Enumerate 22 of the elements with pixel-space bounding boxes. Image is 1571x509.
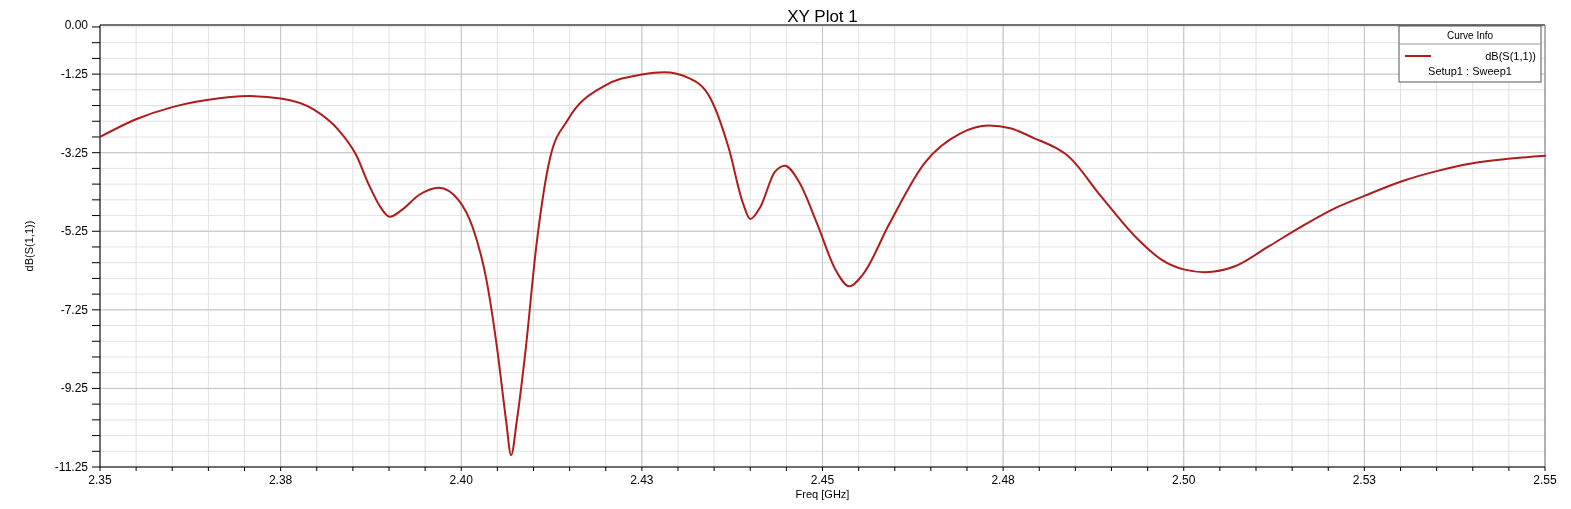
x-tick-label: 2.45	[810, 473, 835, 487]
x-tick-label: 2.53	[1352, 473, 1377, 487]
x-tick-label: 2.55	[1533, 473, 1557, 487]
x-tick-label: 2.35	[88, 473, 112, 487]
chart-title: XY Plot 1	[787, 7, 858, 26]
x-axis-title: Freq [GHz]	[795, 488, 850, 500]
y-tick-label: -5.25	[60, 224, 89, 239]
text: dB(S(1,1))	[1485, 50, 1536, 62]
x-tick-label: 2.48	[991, 473, 1016, 487]
x-tick-label: 2.40	[449, 473, 474, 487]
x-tick-label: 2.43	[630, 473, 654, 487]
y-tick-label: -3.25	[60, 145, 89, 160]
annotation: Setup1 : Sweep1	[1428, 65, 1512, 77]
y-tick-label: -9.25	[60, 381, 89, 396]
y-axis-title: dB(S(1,1))	[23, 220, 35, 272]
legend-title: Curve Info	[1446, 30, 1494, 41]
y-tick-label: 0.00	[64, 18, 89, 32]
y-tick-label: -11.25	[54, 460, 89, 474]
x-tick-label: 2.38	[268, 473, 293, 487]
x-tick-label: 2.50	[1172, 473, 1196, 487]
y-tick-label: -1.25	[60, 67, 89, 82]
y-tick-label: -7.25	[60, 302, 89, 317]
